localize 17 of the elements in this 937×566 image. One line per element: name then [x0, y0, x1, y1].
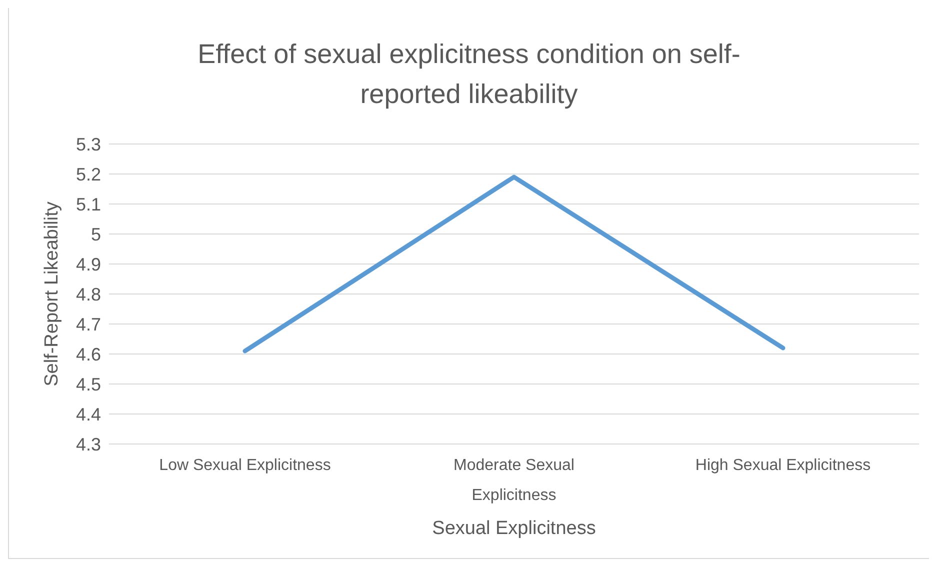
- y-tick-label: 4.5: [76, 374, 101, 394]
- x-axis-title: Sexual Explicitness: [432, 518, 596, 539]
- y-tick-label: 5.2: [76, 164, 101, 184]
- x-tick-label: Low Sexual Explicitness: [159, 457, 331, 474]
- chart-title: Effect of sexual explicitness condition on self-reported likeability: [196, 38, 742, 111]
- x-tick-label: Moderate Sexual Explicitness: [454, 457, 574, 504]
- y-tick-label: 4.4: [76, 404, 101, 424]
- y-axis-title: Self-Report Likeability: [42, 201, 63, 386]
- y-tick-label: 5: [90, 224, 101, 244]
- y-tick-label: 4.6: [76, 344, 101, 364]
- y-tick-label: 5.3: [76, 134, 101, 154]
- y-tick-label: 4.3: [76, 434, 101, 454]
- y-tick-label: 4.8: [76, 284, 101, 304]
- x-tick-label: High Sexual Explicitness: [695, 457, 871, 474]
- y-tick-label: 4.7: [76, 314, 101, 334]
- y-tick-label: 5.1: [76, 194, 101, 214]
- y-tick-label: 4.9: [76, 254, 101, 274]
